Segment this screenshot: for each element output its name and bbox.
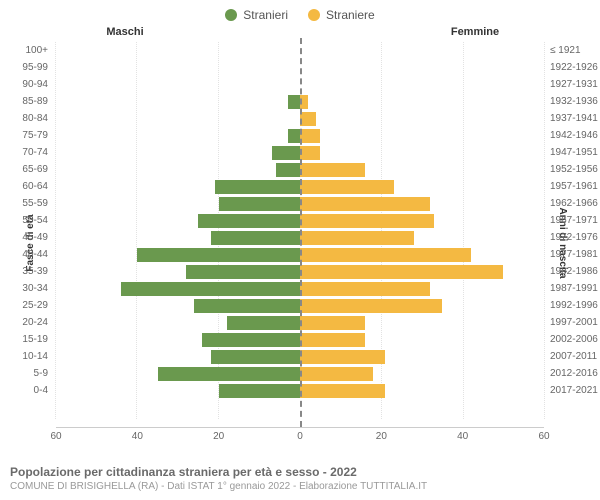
footer: Popolazione per cittadinanza straniera p… bbox=[10, 465, 590, 492]
bar-female bbox=[300, 299, 442, 313]
age-label: 80-84 bbox=[0, 113, 52, 124]
bar-male bbox=[186, 265, 300, 279]
age-label: 45-49 bbox=[0, 232, 52, 243]
age-label: 25-29 bbox=[0, 300, 52, 311]
chart-area: 100+ ≤ 1921 95-99 1922-1926 90-94 1927-1931 85… bbox=[0, 38, 600, 427]
age-label: 5-9 bbox=[0, 368, 52, 379]
bar-female bbox=[300, 197, 430, 211]
birth-label: 1942-1946 bbox=[546, 130, 600, 141]
header-left: Maschi bbox=[0, 26, 300, 38]
x-tick-label: 60 bbox=[538, 431, 549, 442]
bar-male bbox=[288, 129, 300, 143]
age-label: 40-44 bbox=[0, 249, 52, 260]
birth-label: 1952-1956 bbox=[546, 164, 600, 175]
bar-male bbox=[219, 197, 300, 211]
birth-label: 1947-1951 bbox=[546, 147, 600, 158]
birth-label: 1932-1936 bbox=[546, 96, 600, 107]
x-axis: 0204060 204060 bbox=[56, 427, 544, 447]
x-tick-label: 40 bbox=[457, 431, 468, 442]
birth-label: 2012-2016 bbox=[546, 368, 600, 379]
bar-female bbox=[300, 180, 394, 194]
bar-female bbox=[300, 163, 365, 177]
age-label: 85-89 bbox=[0, 96, 52, 107]
legend-item-male: Stranieri bbox=[225, 8, 288, 22]
age-label: 95-99 bbox=[0, 62, 52, 73]
bar-male bbox=[194, 299, 300, 313]
bar-female bbox=[300, 112, 316, 126]
bar-female bbox=[300, 214, 434, 228]
bar-male bbox=[198, 214, 300, 228]
bar-male bbox=[288, 95, 300, 109]
age-label: 50-54 bbox=[0, 215, 52, 226]
age-label: 70-74 bbox=[0, 147, 52, 158]
chart-title: Popolazione per cittadinanza straniera p… bbox=[10, 465, 590, 479]
age-label: 75-79 bbox=[0, 130, 52, 141]
birth-label: 2002-2006 bbox=[546, 334, 600, 345]
bar-male bbox=[121, 282, 300, 296]
birth-label: 1957-1961 bbox=[546, 181, 600, 192]
age-label: 100+ bbox=[0, 45, 52, 56]
birth-label: 1967-1971 bbox=[546, 215, 600, 226]
age-label: 15-19 bbox=[0, 334, 52, 345]
x-tick-label: 60 bbox=[50, 431, 61, 442]
legend: Stranieri Straniere bbox=[0, 0, 600, 26]
swatch-icon bbox=[308, 9, 320, 21]
age-label: 35-39 bbox=[0, 266, 52, 277]
bar-female bbox=[300, 367, 373, 381]
age-label: 20-24 bbox=[0, 317, 52, 328]
bar-female bbox=[300, 316, 365, 330]
x-tick-label: 20 bbox=[376, 431, 387, 442]
bar-female bbox=[300, 129, 320, 143]
bar-male bbox=[219, 384, 300, 398]
birth-label: 1937-1941 bbox=[546, 113, 600, 124]
bar-female bbox=[300, 350, 385, 364]
bar-male bbox=[158, 367, 300, 381]
legend-label-female: Straniere bbox=[326, 8, 375, 22]
bar-female bbox=[300, 146, 320, 160]
birth-label: 1977-1981 bbox=[546, 249, 600, 260]
age-label: 30-34 bbox=[0, 283, 52, 294]
bar-male bbox=[202, 333, 300, 347]
bar-male bbox=[227, 316, 300, 330]
birth-label: ≤ 1921 bbox=[546, 45, 600, 56]
chart-subtitle: COMUNE DI BRISIGHELLA (RA) - Dati ISTAT … bbox=[10, 481, 590, 492]
legend-item-female: Straniere bbox=[308, 8, 375, 22]
bar-female bbox=[300, 282, 430, 296]
birth-label: 1997-2001 bbox=[546, 317, 600, 328]
birth-label: 1992-1996 bbox=[546, 300, 600, 311]
legend-label-male: Stranieri bbox=[243, 8, 288, 22]
birth-label: 1922-1926 bbox=[546, 62, 600, 73]
bar-female bbox=[300, 231, 414, 245]
bar-female bbox=[300, 333, 365, 347]
age-label: 10-14 bbox=[0, 351, 52, 362]
birth-label: 2007-2011 bbox=[546, 351, 600, 362]
bar-male bbox=[211, 231, 300, 245]
bar-male bbox=[276, 163, 300, 177]
age-label: 65-69 bbox=[0, 164, 52, 175]
birth-label: 1927-1931 bbox=[546, 79, 600, 90]
bar-female bbox=[300, 265, 503, 279]
birth-label: 2017-2021 bbox=[546, 385, 600, 396]
birth-label: 1987-1991 bbox=[546, 283, 600, 294]
age-label: 0-4 bbox=[0, 385, 52, 396]
age-label: 90-94 bbox=[0, 79, 52, 90]
bar-male bbox=[211, 350, 300, 364]
header-right: Femmine bbox=[300, 26, 600, 38]
column-headers: Maschi Femmine bbox=[0, 26, 600, 38]
age-label: 55-59 bbox=[0, 198, 52, 209]
age-label: 60-64 bbox=[0, 181, 52, 192]
center-axis-line bbox=[300, 38, 302, 427]
birth-label: 1972-1976 bbox=[546, 232, 600, 243]
bar-male bbox=[137, 248, 300, 262]
x-tick-label: 40 bbox=[132, 431, 143, 442]
bar-female bbox=[300, 384, 385, 398]
x-tick-label: 20 bbox=[213, 431, 224, 442]
bar-male bbox=[215, 180, 300, 194]
swatch-icon bbox=[225, 9, 237, 21]
birth-label: 1962-1966 bbox=[546, 198, 600, 209]
bar-male bbox=[272, 146, 300, 160]
bar-female bbox=[300, 248, 471, 262]
birth-label: 1982-1986 bbox=[546, 266, 600, 277]
